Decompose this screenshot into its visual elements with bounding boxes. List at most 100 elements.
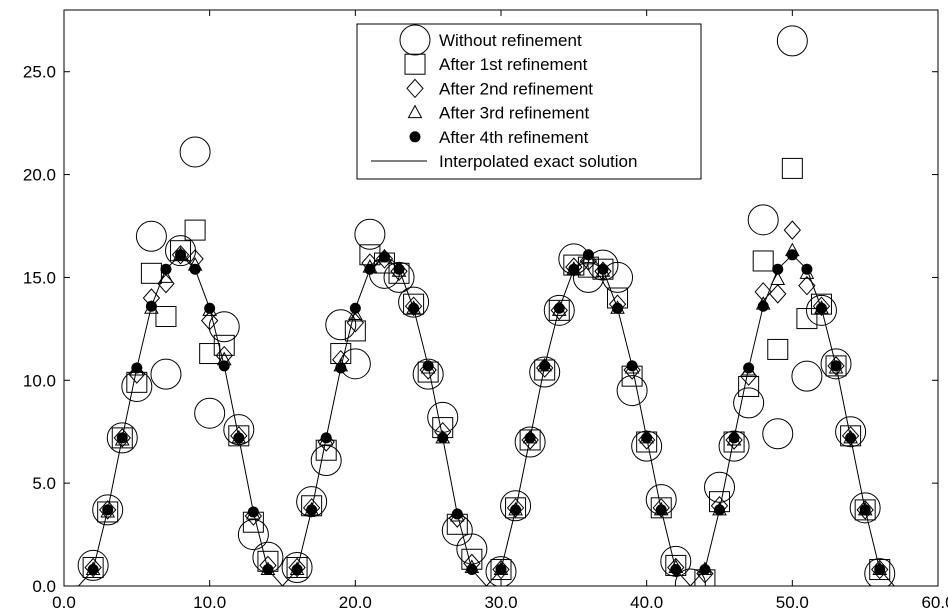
legend: Without refinement After 1st refinement Af… <box>356 23 702 180</box>
circle-point <box>747 204 779 236</box>
diamond-point <box>856 500 874 520</box>
diamond-point <box>769 284 787 304</box>
diamond-point <box>579 251 598 271</box>
y-tick-label: 15.0 <box>23 268 56 287</box>
diamond-point <box>871 559 889 580</box>
legend-square-swatch <box>404 53 426 75</box>
circle-point <box>92 494 124 526</box>
square-point <box>636 431 658 453</box>
square-point <box>752 250 774 272</box>
circle-point <box>485 556 517 586</box>
circle-point <box>543 294 575 326</box>
circle-point <box>674 568 706 586</box>
square-point <box>781 157 803 179</box>
legend-dot-swatch <box>409 131 421 143</box>
exact-solution-line <box>78 254 895 586</box>
square-point <box>650 497 672 519</box>
x-tick-label: 50.0 <box>776 593 809 612</box>
diamond-point <box>128 364 146 384</box>
square-point <box>869 559 891 581</box>
plot-marks <box>77 25 896 586</box>
circle-point <box>776 25 808 57</box>
legend-label: After 3rd refinement <box>439 104 590 123</box>
circle-point <box>529 356 561 388</box>
diamond-point <box>404 296 423 316</box>
square-point <box>286 556 308 578</box>
diamond-point <box>288 557 306 578</box>
circle-point <box>456 533 488 565</box>
square-point <box>228 425 250 447</box>
circle-point <box>500 490 532 522</box>
y-tick-label: 25.0 <box>23 63 56 82</box>
diamond-point <box>113 428 131 448</box>
legend-label: After 4th refinement <box>439 128 589 147</box>
circle-point <box>354 218 386 250</box>
legend-label: Interpolated exact solution <box>439 152 637 171</box>
square-point <box>738 375 760 397</box>
square-point <box>592 258 614 280</box>
square-point <box>854 499 876 521</box>
square-point <box>155 306 177 328</box>
legend-label: Without refinement <box>439 31 582 50</box>
square-point <box>97 501 119 523</box>
square-point <box>199 343 221 365</box>
x-tick-label: 30.0 <box>484 593 517 612</box>
square-point <box>534 359 556 381</box>
legend-diamond-swatch <box>406 78 424 99</box>
square-point <box>767 338 789 360</box>
square-point <box>810 293 832 315</box>
diamond-point <box>230 426 248 446</box>
circle-point <box>805 294 837 326</box>
y-tick-label: 20.0 <box>23 166 56 185</box>
legend-label: After 2nd refinement <box>439 79 593 98</box>
square-point <box>548 299 570 321</box>
x-tick-label: 0.0 <box>52 593 76 612</box>
square-point <box>665 554 687 576</box>
circle-point <box>179 136 211 168</box>
circle-point <box>616 375 648 407</box>
diamond-point <box>667 557 685 578</box>
diamond-point <box>302 498 321 518</box>
circle-point <box>77 549 109 581</box>
legend-triangle-swatch <box>407 104 423 119</box>
legend-box <box>356 23 702 180</box>
diamond-point <box>492 559 510 580</box>
diamond-point <box>827 356 845 376</box>
square-point <box>505 497 527 519</box>
square-point <box>213 334 235 356</box>
square-point <box>82 556 104 578</box>
circle-point <box>237 519 269 551</box>
square-point <box>825 355 847 377</box>
legend-circle-swatch <box>399 24 431 56</box>
square-point <box>170 240 192 262</box>
diamond-point <box>171 245 190 265</box>
x-tick-label: 60.0 <box>921 593 948 612</box>
circle-point <box>791 360 823 392</box>
diamond-point <box>841 426 860 446</box>
diamond-point <box>84 557 102 578</box>
circle-point <box>310 445 342 477</box>
series-line <box>78 254 895 586</box>
circle-point <box>427 401 459 433</box>
square-point <box>301 495 323 517</box>
square-point <box>796 308 818 330</box>
circle-point <box>208 311 240 343</box>
square-point <box>490 559 512 581</box>
x-tick-label: 20.0 <box>339 593 372 612</box>
diamond-point <box>652 498 670 518</box>
circle-point <box>412 358 444 390</box>
circle-point <box>864 558 896 586</box>
triangle-point <box>347 306 363 320</box>
circle-point <box>325 309 357 341</box>
circle-point <box>150 358 182 390</box>
circle-point <box>835 416 867 448</box>
diamond-point <box>506 498 525 518</box>
legend-label: After 1st refinement <box>439 55 588 74</box>
circle-point <box>194 397 226 429</box>
square-point <box>403 293 425 315</box>
x-tick-label: 10.0 <box>193 593 226 612</box>
diamond-point <box>200 310 219 331</box>
circle-point <box>849 492 881 524</box>
square-point <box>140 262 162 284</box>
